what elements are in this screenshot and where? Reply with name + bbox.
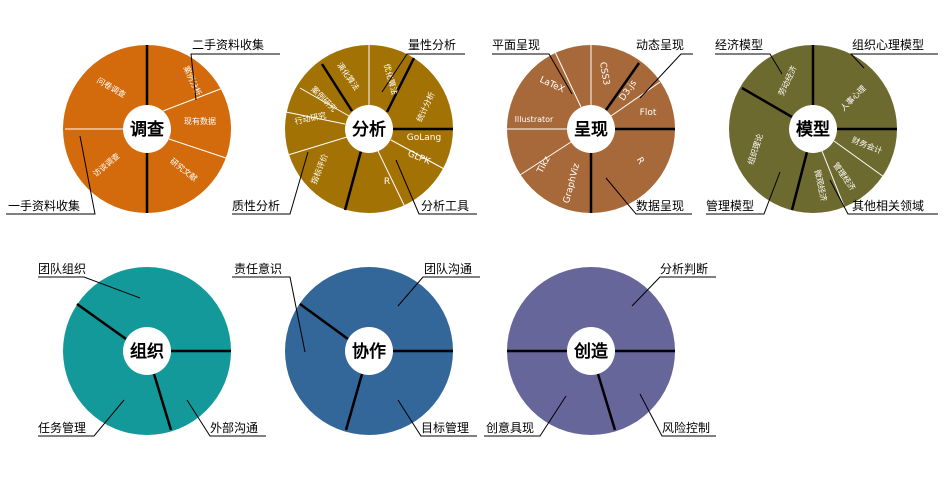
callout-label: 目标管理 (421, 420, 469, 435)
leader-line (38, 276, 141, 299)
center-label: 协作 (352, 341, 386, 362)
leader-line (190, 53, 280, 101)
leader-line (186, 399, 266, 437)
segment-label: 现有数据 (184, 116, 216, 126)
callout-label: 责任意识 (234, 261, 282, 276)
callout-label: 经济模型 (715, 37, 763, 52)
segment-label: CSS3 (597, 61, 611, 86)
leader-line (395, 159, 477, 215)
dividers-bold (320, 57, 453, 211)
leader-line (232, 151, 309, 215)
leader-line (397, 276, 480, 307)
callout-label: 分析工具 (421, 199, 469, 213)
dividers-bold (76, 302, 231, 431)
leader-line (631, 276, 716, 307)
callout-label: 团队组织 (38, 261, 86, 276)
wheel-collaboration: 协作 责任意识 团队沟通 目标管理 (232, 261, 480, 437)
segment-label: Illustrator (515, 115, 554, 124)
callout-label: 动态呈现 (636, 38, 684, 52)
segment-label: R (634, 156, 646, 166)
dividers-bold (299, 302, 453, 431)
leader-line (715, 53, 783, 75)
callout-label: 风险控制 (662, 420, 710, 435)
hub (345, 327, 393, 375)
hub (567, 327, 615, 375)
callout-label: 其他相关领域 (852, 199, 924, 213)
wheel-presentation: 呈现 LaTeX CSS3 D3.js Flot R GraphViz Tikz… (492, 38, 693, 215)
center-label: 创造 (573, 341, 609, 362)
dividers-bold (589, 62, 675, 213)
wheel-analysis: 分析 优化算法 统计分析 GoLang GLPK R 指标评价 行动研究 案例研… (232, 38, 477, 215)
segment-label: R (384, 177, 390, 187)
hub (345, 105, 393, 153)
leader-line (6, 135, 96, 215)
hub (123, 327, 171, 375)
center-label: 呈现 (574, 120, 608, 140)
leader-line (492, 53, 573, 95)
dividers-bold (741, 45, 897, 211)
center-label: 分析 (352, 119, 386, 140)
callout-label: 团队沟通 (424, 261, 472, 276)
leader-line (232, 276, 306, 353)
center-label: 组织 (130, 341, 164, 362)
hub (789, 105, 837, 153)
center-label: 模型 (796, 119, 830, 140)
leader-line (829, 179, 938, 215)
segment-label: GoLang (407, 133, 441, 143)
leader-line (639, 53, 693, 99)
dividers-thin (507, 45, 661, 176)
callout-label: 一手资料收集 (8, 198, 80, 213)
callout-label: 二手资料收集 (192, 37, 264, 52)
hub (123, 105, 171, 153)
center-label: 调查 (130, 119, 165, 140)
callout-label: 数据呈现 (636, 198, 684, 213)
leader-line (605, 177, 692, 215)
leader-line (849, 53, 938, 69)
dividers-thin (285, 45, 447, 206)
wheel-creation: 创造 分析判断 创意具现 风险控制 (484, 261, 716, 437)
leader-line (484, 395, 567, 437)
callout-label: 外部沟通 (210, 420, 258, 435)
dividers-thin (821, 140, 885, 207)
callout-label: 量性分析 (408, 38, 456, 52)
callout-label: 任务管理 (38, 420, 86, 435)
callout-label: 管理模型 (706, 198, 754, 213)
dividers-bold (507, 349, 675, 431)
callout-label: 平面呈现 (492, 38, 540, 52)
callout-label: 组织心理模型 (852, 38, 924, 52)
wheel-organization: 组织 团队组织 任务管理 外部沟通 (38, 261, 266, 437)
leader-line (706, 171, 781, 215)
callout-label: 创意具现 (486, 420, 534, 435)
segment-label: Flot (640, 108, 657, 118)
dividers-thin (65, 87, 227, 159)
callout-label: 质性分析 (232, 199, 280, 213)
leader-line (38, 399, 125, 437)
leader-line (639, 393, 716, 437)
wheel-model: 模型 劳动经济 人事心理 财务会计 管理经济 微观经济 组织理论 经济模型 组织… (706, 37, 938, 215)
wheel-survey: 调查 问卷调查 案例分析 现有数据 研究文献 访谈调查 二手资料收集 一手资料收… (6, 37, 280, 215)
callout-label: 分析判断 (660, 261, 708, 276)
hub (567, 105, 615, 153)
leader-line (381, 53, 465, 93)
leader-line (397, 399, 477, 437)
